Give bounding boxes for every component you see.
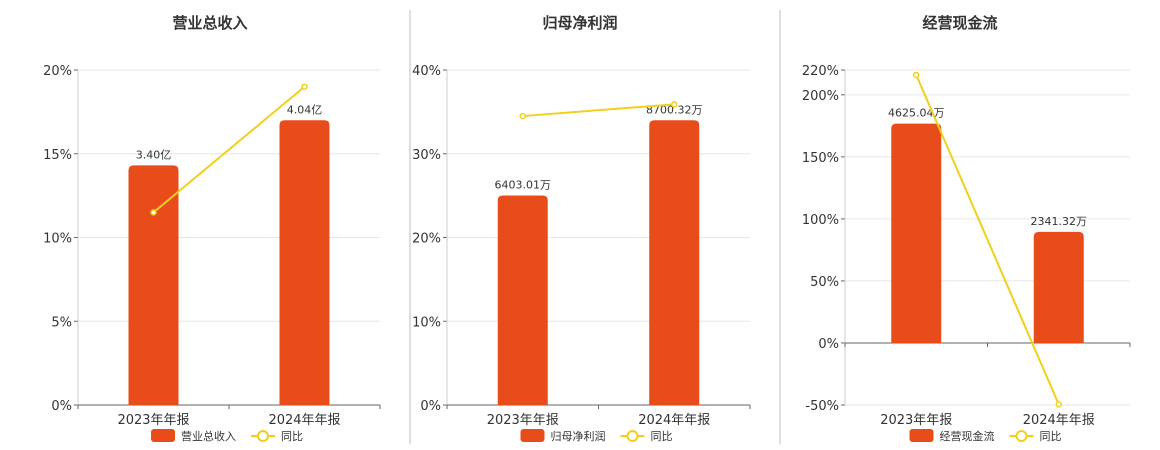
- bar-data-label: 4625.04万: [888, 107, 945, 120]
- x-tick-label: 2023年年报: [880, 413, 952, 428]
- bar-data-label: 2341.32万: [1031, 215, 1088, 228]
- y-tick-label: 0%: [51, 399, 72, 414]
- chart-panel: 经营现金流 -50% 0% 50% 100% 150% 200% 220% 4625.04万 23…: [802, 14, 1131, 443]
- y-tick-label: -50%: [805, 399, 839, 414]
- x-tick-label: 2023年年报: [487, 413, 559, 428]
- y-tick-label: 100%: [802, 213, 839, 228]
- bar: [128, 165, 179, 405]
- chart-panel: 归母净利润 0% 10% 20% 30% 40% 6403.01万 8700.32万 2023年…: [412, 14, 751, 443]
- bar-data-label: 8700.32万: [646, 103, 703, 116]
- bar: [891, 123, 942, 343]
- bar-data-label: 4.04亿: [287, 103, 323, 116]
- legend-label: 营业总收入: [181, 429, 236, 443]
- bar-data-label: 6403.01万: [495, 178, 552, 191]
- y-tick-label: 0%: [420, 399, 441, 414]
- y-tick-label: 40%: [412, 64, 441, 79]
- legend-swatch-bar: [909, 429, 934, 442]
- chart-title: 营业总收入: [172, 14, 247, 32]
- legend-swatch-marker: [1015, 430, 1028, 442]
- yoy-point: [913, 71, 920, 79]
- y-tick-label: 200%: [802, 89, 839, 104]
- y-tick-label: 5%: [51, 315, 72, 330]
- y-tick-label: 220%: [802, 64, 839, 79]
- x-tick-label: 2024年年报: [268, 413, 340, 428]
- y-tick-label: 20%: [43, 64, 72, 79]
- legend-swatch-marker: [626, 430, 639, 442]
- y-tick-label: 150%: [802, 151, 839, 166]
- bar: [279, 120, 330, 405]
- yoy-point: [1055, 401, 1062, 408]
- yoy-line: [522, 103, 675, 118]
- y-tick-label: 20%: [412, 232, 441, 247]
- legend-label: 同比: [651, 430, 673, 443]
- yoy-line: [915, 74, 1060, 405]
- x-tick-label: 2023年年报: [117, 413, 189, 428]
- yoy-point: [519, 112, 526, 120]
- x-tick-label: 2024年年报: [1023, 413, 1095, 428]
- legend-label: 经营现金流: [940, 429, 995, 443]
- legend-swatch-bar: [151, 429, 175, 442]
- y-tick-label: 30%: [412, 148, 441, 163]
- bar: [497, 195, 548, 405]
- yoy-point: [150, 209, 157, 216]
- legend-swatch-marker: [257, 430, 269, 442]
- legend-label: 同比: [281, 430, 303, 443]
- yoy-point: [301, 83, 308, 90]
- y-tick-label: 15%: [43, 148, 72, 163]
- bar: [1033, 231, 1084, 343]
- legend-label: 同比: [1040, 430, 1062, 443]
- legend-label: 归母净利润: [551, 429, 606, 443]
- chart-title: 归母净利润: [542, 14, 617, 32]
- chart-panel: 营业总收入 0% 5% 10% 15% 20% 3.40亿 4.04亿 2023年年报 2024年…: [43, 14, 381, 443]
- bar-data-label: 3.40亿: [136, 148, 172, 161]
- yoy-line: [152, 85, 306, 214]
- y-tick-label: 10%: [43, 232, 72, 247]
- yoy-point: [671, 101, 678, 108]
- legend-swatch-bar: [520, 429, 545, 442]
- bar: [649, 120, 700, 405]
- x-tick-label: 2024年年报: [638, 413, 710, 428]
- chart-title: 经营现金流: [922, 14, 997, 32]
- y-tick-label: 10%: [412, 315, 441, 330]
- y-tick-label: 0%: [818, 337, 839, 352]
- y-tick-label: 50%: [810, 275, 839, 290]
